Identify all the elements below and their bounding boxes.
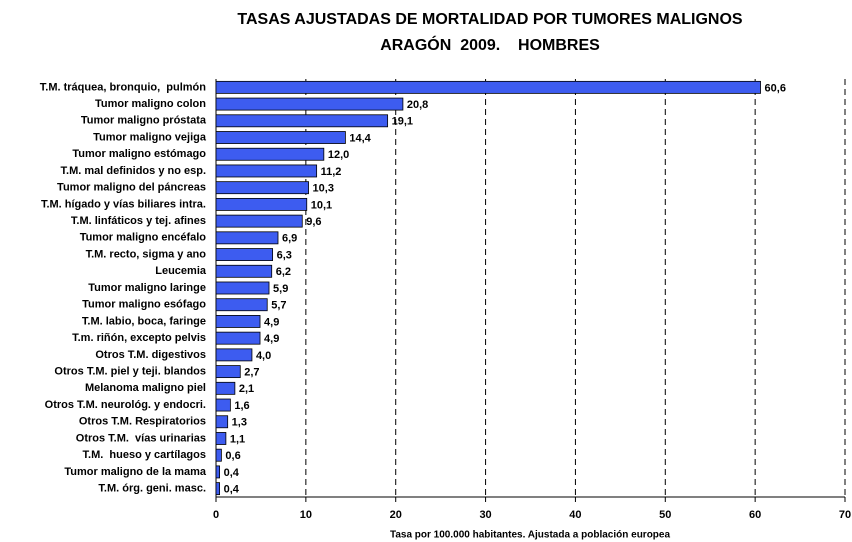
value-label: 2,1 <box>239 383 254 395</box>
y-tick-label: T.M. tráquea, bronquio, pulmón <box>40 81 206 93</box>
value-label: 0,4 <box>224 484 240 496</box>
x-tick-label: 50 <box>659 509 671 521</box>
value-label: 14,4 <box>349 132 371 144</box>
value-label: 60,6 <box>765 82 786 94</box>
bar <box>215 448 222 462</box>
bar <box>215 381 236 395</box>
bar <box>215 281 270 295</box>
bar <box>215 147 325 161</box>
x-tick-label: 40 <box>569 509 581 521</box>
x-tick-label: 70 <box>839 509 851 521</box>
bar <box>215 197 308 211</box>
x-axis-label: Tasa por 100.000 habitantes. Ajustada a … <box>390 530 671 541</box>
bar <box>215 231 279 245</box>
value-label: 12,0 <box>328 149 349 161</box>
x-tick-label: 60 <box>749 509 761 521</box>
y-tick-label: Tumor maligno de la mama <box>64 466 206 478</box>
value-label: 6,3 <box>277 249 292 261</box>
y-tick-label: T.M. mal definidos y no esp. <box>61 165 206 177</box>
bar <box>215 348 253 362</box>
y-tick-label: T.m. riñón, excepto pelvis <box>72 332 206 344</box>
value-label: 4,0 <box>256 350 271 362</box>
y-tick-label: Otros T.M. piel y teji. blandos <box>54 366 206 378</box>
value-label: 10,3 <box>313 183 334 195</box>
y-tick-label: Tumor maligno próstata <box>81 115 207 127</box>
y-tick-label: Tumor maligno esófago <box>82 299 206 311</box>
y-tick-label: Tumor maligno vejiga <box>93 131 207 143</box>
bar <box>215 415 229 429</box>
y-tick-label: Otros T.M. vías urinarias <box>76 432 206 444</box>
y-tick-label: T.M. linfáticos y tej. afines <box>71 215 206 227</box>
bar <box>215 264 273 278</box>
bar <box>215 131 346 144</box>
y-tick-label: Otros T.M. digestivos <box>95 349 206 361</box>
x-tick-label: 30 <box>479 509 491 521</box>
y-tick-label: T.M. recto, sigma y ano <box>86 248 207 260</box>
bar <box>215 298 268 312</box>
bar <box>215 248 274 261</box>
value-label: 6,9 <box>282 233 297 245</box>
value-label: 5,7 <box>271 300 286 312</box>
y-tick-label: Leucemia <box>155 265 207 277</box>
x-tick-label: 10 <box>300 509 312 521</box>
bar <box>215 398 231 412</box>
value-label: 0,6 <box>225 450 240 462</box>
bar <box>215 365 241 379</box>
value-label: 10,1 <box>311 199 332 211</box>
y-tick-label: Tumor maligno encéfalo <box>80 232 207 244</box>
bar <box>215 164 318 178</box>
value-label: 11,2 <box>321 166 342 178</box>
y-tick-label: Tumor maligno colon <box>95 98 206 110</box>
value-label: 20,8 <box>407 99 428 111</box>
y-tick-label: T.M. hueso y cartílagos <box>83 449 206 461</box>
y-tick-label: T.M. labio, boca, faringe <box>82 315 206 327</box>
bar <box>215 315 261 328</box>
value-label: 0,4 <box>224 467 240 479</box>
bar <box>215 114 389 128</box>
value-label: 1,6 <box>234 400 249 412</box>
value-label: 4,9 <box>264 333 279 345</box>
bar <box>215 97 404 111</box>
y-tick-label: T.M. hígado y vías biliares intra. <box>41 198 206 210</box>
x-tick-label: 0 <box>213 509 219 521</box>
bar <box>215 181 309 195</box>
y-tick-label: Melanoma maligno piel <box>85 382 206 394</box>
value-label: 2,7 <box>244 367 259 379</box>
y-tick-label: T.M. órg. geni. masc. <box>98 483 206 495</box>
y-tick-label: Tumor maligno estómago <box>72 148 206 160</box>
bar <box>215 331 261 345</box>
chart-title: ARAGÓN 2009. HOMBRES <box>380 35 600 54</box>
value-label: 1,3 <box>232 417 247 429</box>
x-tick-label: 20 <box>390 509 402 521</box>
value-label: 4,9 <box>264 316 279 328</box>
value-label: 1,1 <box>230 433 245 445</box>
bar <box>215 432 227 445</box>
y-tick-label: Tumor maligno laringe <box>88 282 206 294</box>
chart-title: TASAS AJUSTADAS DE MORTALIDAD POR TUMORE… <box>237 11 743 28</box>
bar <box>215 80 761 94</box>
y-tick-label: Otros T.M. Respiratorios <box>79 416 206 428</box>
value-label: 9,6 <box>306 216 321 228</box>
bar <box>215 214 303 228</box>
bar <box>215 465 220 479</box>
bar <box>215 482 220 496</box>
value-label: 5,9 <box>273 283 288 295</box>
y-tick-label: Otros T.M. neurológ. y endocri. <box>45 399 206 411</box>
value-label: 6,2 <box>276 266 291 278</box>
y-tick-label: Tumor maligno del páncreas <box>57 182 206 194</box>
value-label: 19,1 <box>392 116 413 128</box>
